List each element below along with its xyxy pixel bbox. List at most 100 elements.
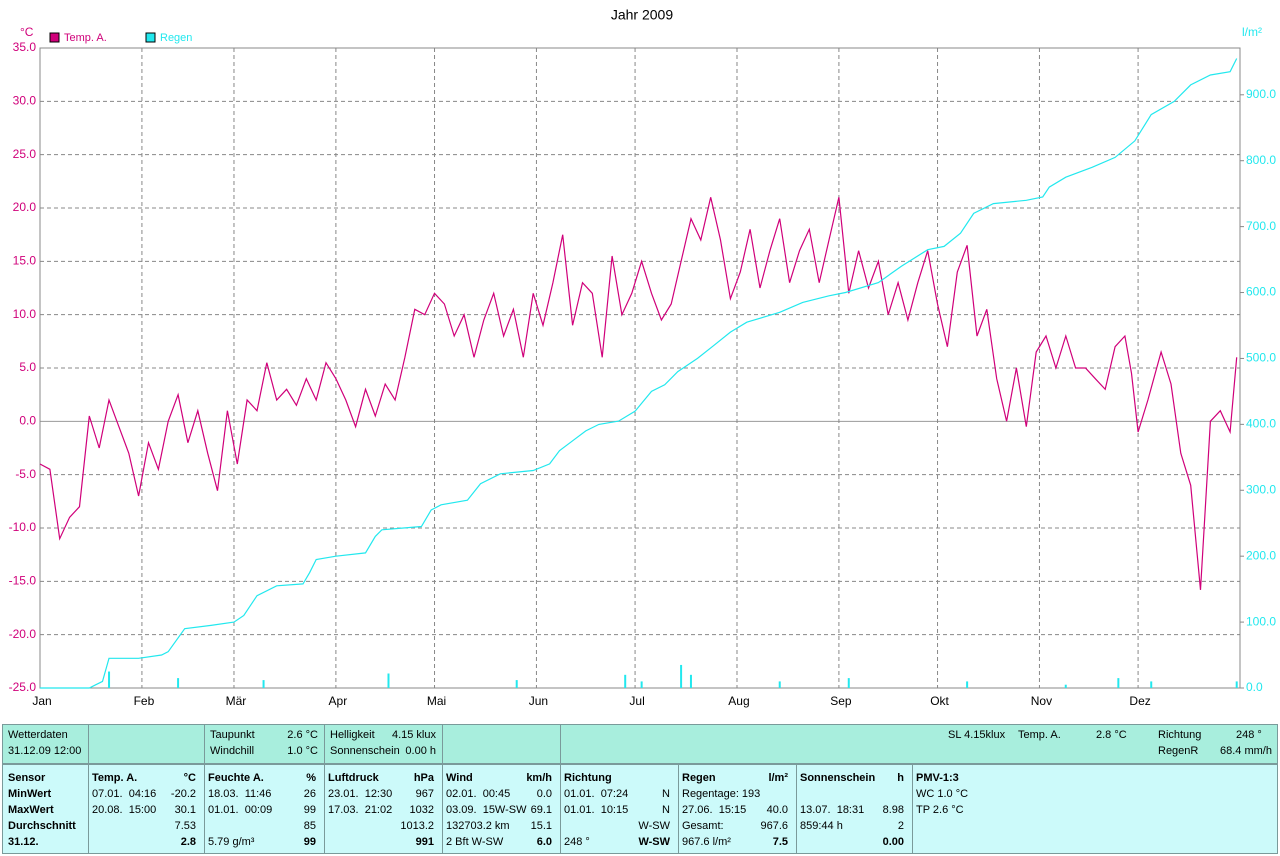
current-dir-label: Richtung: [1158, 729, 1202, 741]
cell-value: 15.1: [530, 820, 552, 832]
column-header: Feuchte A.: [208, 772, 264, 784]
rain-bar: [177, 678, 180, 688]
column-unit: km/h: [526, 772, 552, 784]
legend-swatch: [49, 32, 60, 43]
legend-label: Temp. A.: [64, 32, 107, 44]
cell-label: 132703.2 km: [446, 820, 510, 832]
cell-value: 2: [897, 820, 904, 832]
y-tick-label: 10.0: [13, 307, 37, 321]
cell-value: 7.53: [174, 820, 196, 832]
cell-value: W-SW: [638, 836, 670, 848]
column-header: Temp. A.: [92, 772, 138, 784]
divider: [560, 724, 561, 764]
y-tick-label: 35.0: [13, 40, 37, 54]
column-header: Wind: [446, 772, 473, 784]
divider: [796, 764, 797, 854]
cell-value: 26: [303, 788, 316, 800]
cell-label: 248 °: [564, 836, 590, 848]
rain-bar: [108, 671, 111, 688]
current-rain-label: RegenR: [1158, 745, 1199, 757]
rain-bar: [778, 681, 781, 688]
divider: [88, 724, 89, 764]
rain-bar: [847, 678, 850, 688]
column-unit: °C: [183, 772, 196, 784]
divider: [912, 764, 913, 854]
status-time: 31.12.09 12:00: [8, 745, 82, 757]
status-label: Taupunkt: [210, 729, 255, 741]
y2-tick-label: 600.0: [1246, 285, 1276, 299]
divider: [204, 724, 205, 764]
x-tick-label: Dez: [1129, 694, 1150, 708]
y2-tick-label: 300.0: [1246, 482, 1276, 496]
cell-value: 99: [303, 804, 316, 816]
divider: [204, 764, 205, 854]
cell-label: 01.01. 07:24: [564, 788, 629, 800]
cell-label: 13.07. 18:31: [800, 804, 865, 816]
rain-bar: [1235, 681, 1238, 688]
divider: [678, 764, 679, 854]
cell-value: 967: [415, 788, 434, 800]
y2-tick-label: 0.0: [1246, 680, 1263, 694]
y2-tick-label: 700.0: [1246, 219, 1276, 233]
x-tick-label: Jun: [529, 694, 548, 708]
cell-label: 01.01. 10:15: [564, 804, 629, 816]
y2-tick-label: 800.0: [1246, 153, 1276, 167]
cell-label: 20.08. 15:00: [92, 804, 157, 816]
cell-label: 03.09. 15W-SW: [446, 804, 527, 816]
cell-label: 31.12.: [8, 836, 39, 848]
cell-label: 2 Bft W-SW: [446, 836, 504, 848]
chart: Jahr 2009 °C l/m² -25.0 -20.0 -15.0 -10.0 -5…: [9, 7, 1277, 708]
x-tick-label: Okt: [930, 694, 949, 708]
y2-tick-label: 400.0: [1246, 417, 1276, 431]
status-bar: [2, 724, 1278, 764]
column-header: PMV-1:3: [916, 772, 959, 784]
cell-value: 1032: [409, 804, 434, 816]
series-line: [40, 58, 1238, 689]
column-unit: %: [306, 772, 316, 784]
y2-tick-label: 500.0: [1246, 351, 1276, 365]
y-tick-label: 5.0: [19, 360, 36, 374]
cell-value: 99: [303, 836, 316, 848]
y2-tick-label: 200.0: [1246, 548, 1276, 562]
cell-value: -20.2: [170, 788, 196, 800]
legend-swatch: [145, 32, 156, 43]
x-tick-label: Mai: [427, 694, 446, 708]
legend-label: Regen: [160, 32, 192, 44]
status-label: Wetterdaten: [8, 729, 68, 741]
x-tick-label: Mär: [226, 694, 247, 708]
y2-unit: l/m²: [1242, 25, 1262, 39]
status-label: Sonnenschein: [330, 745, 400, 757]
status-value: 0.00 h: [405, 745, 436, 757]
y-tick-label: -10.0: [9, 520, 37, 534]
y2-tick-label: 900.0: [1246, 87, 1276, 101]
current-temp-label: Temp. A.: [1018, 729, 1061, 741]
status-value: 4.15 klux: [391, 729, 436, 741]
current-sl: SL 4.15klux: [948, 729, 1006, 741]
rain-bar: [387, 673, 390, 688]
column-header: Richtung: [564, 772, 612, 784]
current-rain: 68.4 mm/h: [1220, 745, 1272, 757]
cell-label: 27.06. 15:15: [682, 804, 747, 816]
current-temp: 2.8 °C: [1096, 729, 1127, 741]
y-tick-label: -5.0: [15, 467, 36, 481]
cell-label: 859:44 h: [800, 820, 843, 832]
y-tick-label: 0.0: [19, 414, 36, 428]
cell-value: 8.98: [882, 804, 904, 816]
cell-label: Regentage: 193: [682, 788, 761, 800]
rain-bar: [966, 681, 969, 688]
cell-value: 69.1: [530, 804, 552, 816]
status-label: Windchill: [210, 745, 255, 757]
divider: [442, 764, 443, 854]
y-unit: °C: [20, 25, 34, 39]
cell-label: MaxWert: [8, 804, 54, 816]
cell-label: 5.79 g/m³: [208, 836, 255, 848]
x-tick-label: Aug: [728, 694, 749, 708]
cell-value: N: [662, 804, 670, 816]
cell-value: 0.0: [536, 788, 552, 800]
column-header: Sensor: [8, 772, 46, 784]
cell-label: 23.01. 12:30: [328, 788, 393, 800]
column-unit: h: [897, 772, 904, 784]
y-tick-label: 30.0: [13, 94, 37, 108]
series-line: [39, 197, 1238, 590]
